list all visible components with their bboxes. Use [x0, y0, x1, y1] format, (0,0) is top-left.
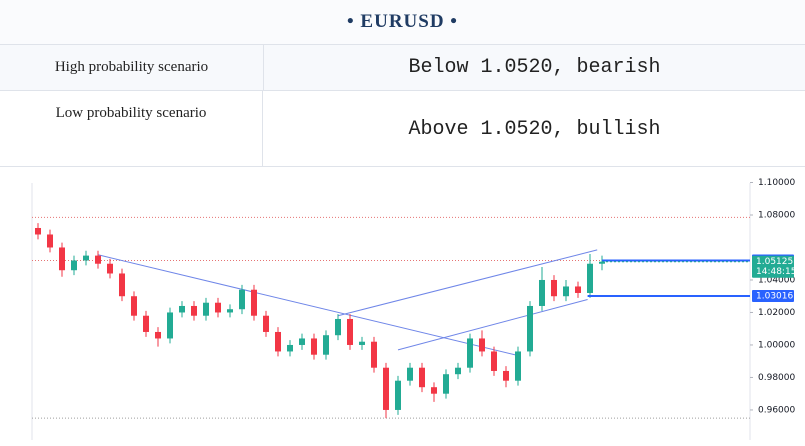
y-tick-label: 1.00000	[758, 340, 795, 350]
countdown: 14:48:15	[756, 267, 796, 277]
candle-body	[431, 387, 437, 394]
candle-body	[359, 341, 365, 345]
y-tick-label: 1.08000	[758, 210, 795, 220]
candle-body	[83, 255, 89, 261]
candle-body	[599, 261, 605, 264]
candle-body	[203, 302, 209, 316]
scenario-label: Low probability scenario	[0, 91, 263, 166]
candle-body	[155, 331, 161, 339]
y-tick-label: 1.02000	[758, 308, 795, 318]
scenario-label: High probability scenario	[0, 45, 264, 90]
candle-body	[275, 331, 281, 352]
candle-body	[371, 341, 377, 368]
level-label: 1.03016	[756, 291, 793, 301]
y-tick-label: 0.98000	[758, 373, 795, 383]
candle-body	[251, 289, 257, 316]
candle-body	[215, 302, 221, 313]
candle-body	[503, 370, 509, 381]
candle-body	[107, 263, 113, 274]
candle-body	[227, 309, 233, 313]
trendline	[397, 298, 588, 351]
candle-body	[491, 351, 497, 371]
candle-body	[551, 279, 557, 297]
y-tick-label: 0.96000	[758, 405, 795, 415]
candle-body	[455, 367, 461, 375]
candle-body	[407, 367, 413, 381]
candle-body	[287, 344, 293, 352]
trendline	[97, 254, 519, 357]
candle-body	[119, 273, 125, 297]
candle-body	[263, 315, 269, 332]
candle-body	[479, 338, 485, 352]
candle-body	[179, 305, 185, 313]
candle-body	[527, 305, 533, 352]
y-tick-label: 1.10000	[758, 178, 795, 188]
candle-body	[167, 312, 173, 339]
scenario-value: Below 1.0520, bearish	[408, 56, 661, 79]
last-price-label: 1.05125	[756, 257, 793, 267]
y-tick-label: 1.04000	[758, 275, 795, 285]
table-row: High probability scenario Below 1.0520, …	[0, 45, 805, 91]
candle-body	[395, 380, 401, 410]
title: • EURUSD •	[0, 0, 805, 45]
trendline	[337, 249, 598, 317]
candle-body	[575, 286, 581, 293]
candle-body	[419, 367, 425, 388]
candle-body	[191, 305, 197, 316]
candle-body	[467, 338, 473, 368]
level-label-bg	[752, 289, 794, 302]
candle-body	[587, 263, 593, 293]
candle-body	[131, 296, 137, 316]
scenario-value: Above 1.0520, bullish	[408, 118, 661, 141]
candle-body	[299, 338, 305, 345]
candle-body	[515, 351, 521, 381]
candle-body	[383, 367, 389, 410]
candle-body	[95, 255, 101, 264]
candle-body	[539, 279, 545, 306]
candle-body	[71, 260, 77, 271]
candle-body	[443, 374, 449, 394]
table-row: Low probability scenario Above 1.0520, b…	[0, 91, 805, 167]
candle-body	[323, 335, 329, 355]
candle-body	[347, 318, 353, 345]
candle-body	[47, 234, 53, 248]
candle-body	[35, 227, 41, 235]
candle-body	[143, 315, 149, 332]
candle-body	[239, 289, 245, 310]
candle-body	[335, 318, 341, 336]
chart: 0.96000 0.98000 1.00000 1.02000 1.04000 1.080…	[31, 178, 796, 440]
last-price-bg	[752, 255, 794, 278]
candle-body	[563, 286, 569, 297]
candle-body	[59, 247, 65, 271]
candle-body	[311, 338, 317, 355]
